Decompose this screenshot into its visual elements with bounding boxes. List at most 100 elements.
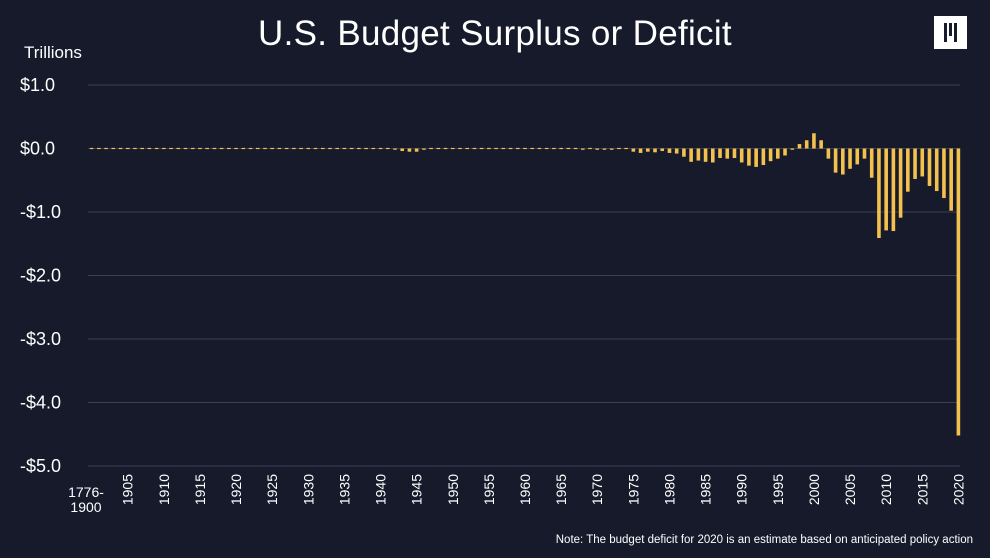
bar-1908 [147, 147, 152, 150]
bar-1915 [198, 147, 202, 150]
x-tick-label: 1955 [481, 474, 497, 505]
brand-logo-icon [934, 16, 967, 49]
x-tick-label: 1960 [517, 474, 533, 505]
x-tick-label: 1905 [120, 474, 136, 505]
bar-1979 [660, 148, 665, 152]
x-tick-label: 1990 [734, 474, 750, 505]
bar-1903 [111, 147, 116, 150]
x-tick-label: 2010 [878, 474, 894, 505]
bar-1933 [328, 147, 332, 150]
y-tick-label: $1.0 [20, 75, 55, 95]
bar-1905 [125, 147, 130, 150]
x-tick-label: 1985 [698, 474, 714, 505]
x-tick-label: 1980 [662, 474, 678, 505]
bar-1929 [299, 147, 303, 150]
bar-1904 [118, 147, 123, 150]
y-axis-labels: $1.0 $0.0 -$1.0 -$2.0 -$3.0 -$4.0 -$5.0 [20, 75, 61, 476]
y-axis-unit-label: Trillions [24, 43, 82, 62]
bar-1987 [718, 148, 722, 159]
x-tick-label: 1995 [770, 474, 786, 505]
bar-1906 [133, 147, 137, 150]
bar-2007 [862, 148, 867, 159]
bar-2018 [942, 148, 946, 199]
bar-2001 [819, 140, 823, 149]
bar-1956 [494, 147, 498, 150]
bar-1909 [154, 147, 159, 150]
x-tick-label-first-line1: 1776- [68, 484, 104, 500]
x-tick-label: 1940 [373, 474, 389, 505]
bar-1934 [335, 147, 339, 150]
bar-2005 [848, 148, 852, 169]
bar-1981 [674, 148, 679, 154]
bar-1985 [703, 148, 708, 162]
x-tick-label: 1915 [192, 474, 208, 505]
x-axis-labels: 1776-1900 1905 1910 1915 1920 1925 1930 1935 194… [68, 474, 966, 515]
bar-1999 [804, 140, 809, 149]
bar-2008 [869, 148, 874, 178]
chart-title: U.S. Budget Surplus or Deficit [258, 14, 732, 53]
bar-1902 [104, 147, 108, 150]
x-tick-label-first-line2: 1900 [70, 499, 101, 515]
bar-1988 [725, 148, 730, 159]
bar-1914 [190, 147, 195, 150]
bar-1992 [754, 148, 758, 167]
x-tick-label: 1965 [553, 474, 569, 505]
bar-1932 [320, 147, 325, 150]
bar-1928 [292, 147, 296, 150]
bar-2014 [913, 148, 917, 179]
bar-1919 [227, 147, 231, 150]
bar-2011 [891, 148, 896, 232]
bar-1994 [768, 148, 773, 162]
gridlines [88, 84, 960, 467]
bar-1950 [450, 147, 455, 150]
bar-1960 [523, 147, 527, 150]
bar-1961 [530, 147, 535, 150]
bar-1971 [602, 148, 607, 150]
y-tick-label: -$2.0 [20, 266, 61, 286]
x-tick-label: 2000 [806, 474, 822, 505]
x-tick-label: 1925 [264, 474, 280, 505]
bar-1923 [255, 147, 260, 150]
bar-1965 [559, 147, 563, 150]
bar-1920 [234, 147, 238, 150]
bar-1970 [595, 148, 600, 150]
x-tick-label: 2020 [950, 474, 966, 505]
bar-2015 [920, 148, 925, 177]
y-tick-label: -$1.0 [20, 202, 61, 222]
bar-1969 [588, 147, 592, 150]
bar-2000 [812, 133, 816, 149]
bar-1986 [711, 148, 715, 163]
bar-1984 [696, 148, 701, 161]
x-tick-label: 1945 [409, 474, 425, 505]
bar-1937 [357, 147, 361, 150]
bar-1930 [306, 147, 311, 150]
x-tick-label: 1920 [228, 474, 244, 505]
bar-1944 [407, 148, 412, 152]
bar-2017 [934, 148, 939, 192]
bar-1977 [645, 148, 650, 152]
bar-1912 [176, 147, 181, 150]
bar-1996 [783, 148, 787, 156]
bar-2006 [855, 148, 860, 165]
bar-1955 [487, 147, 491, 150]
bar-1947 [429, 147, 433, 150]
bar-1990 [739, 148, 744, 163]
bar-1975 [631, 148, 636, 152]
bar-1931 [313, 147, 318, 150]
bar-1913 [183, 147, 188, 150]
bar-1998 [797, 144, 802, 149]
bar-1939 [371, 147, 376, 150]
bar-2003 [833, 148, 838, 173]
bar-1982 [682, 148, 686, 157]
x-tick-label: 1975 [625, 474, 641, 505]
bar-series [89, 133, 961, 436]
bar-1916 [205, 147, 209, 150]
bar-1921 [241, 147, 246, 150]
bar-1910 [162, 147, 166, 150]
bar-2004 [841, 148, 845, 175]
bar-1966 [566, 147, 571, 150]
bar-1972 [609, 148, 614, 150]
y-tick-label: -$5.0 [20, 456, 61, 476]
bar-1917 [212, 147, 217, 150]
